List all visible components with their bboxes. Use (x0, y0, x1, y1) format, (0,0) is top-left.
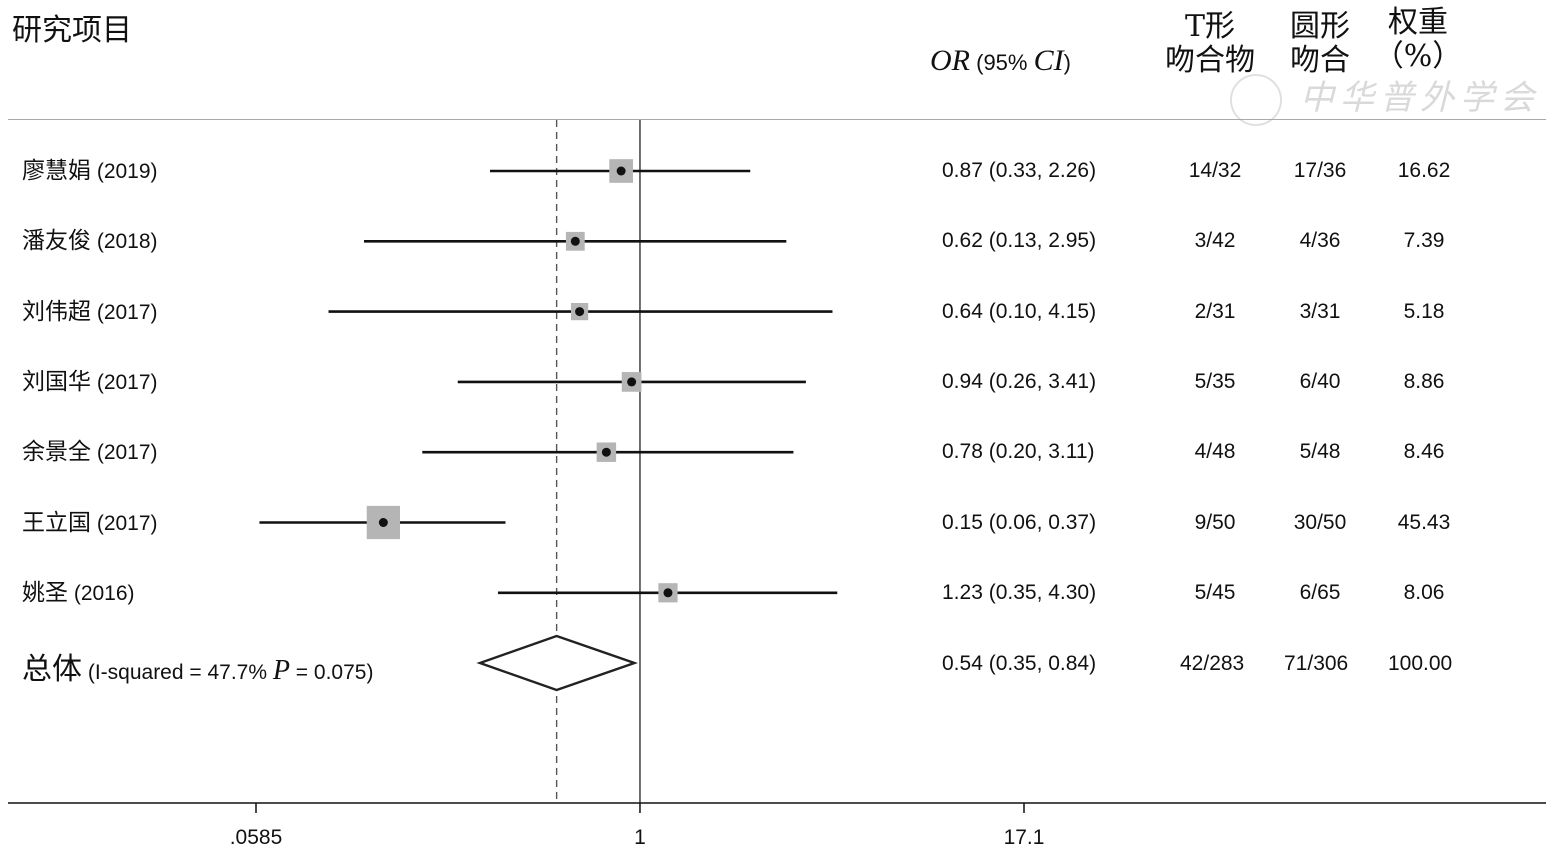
overall-or-ci: 0.54 (0.35, 0.84) (942, 652, 1097, 675)
overall-p-label: P (272, 655, 290, 686)
or-label-main: OR (930, 44, 970, 77)
study-t-count: 5/35 (1194, 369, 1236, 393)
x-tick-label: 17.1 (1003, 826, 1045, 849)
overall-label: 总体 (I-squared = 47.7% P = 0.075) (22, 644, 373, 688)
study-weight: 7.39 (1403, 229, 1445, 253)
overall-diamond (476, 634, 639, 692)
study-or-ci: 0.15 (0.06, 0.37) (942, 510, 1097, 534)
column-header-or: OR (95% CI) (930, 44, 1071, 78)
overall-t-count: 42/283 (1180, 652, 1245, 675)
study-weight: 45.43 (1397, 510, 1451, 534)
study-round-count: 5/48 (1299, 440, 1341, 464)
column-header-round-line1: 圆形 (1290, 9, 1350, 44)
watermark-seal-icon (1230, 74, 1282, 126)
study-label: 余景全 (2017) (22, 440, 158, 465)
overall-round-count: 71/306 (1284, 652, 1349, 675)
x-tick-label: .0585 (229, 826, 283, 849)
study-name: 王立国 (22, 509, 91, 536)
column-header-t-line1: T形 (1150, 10, 1270, 44)
study-round-count: 6/65 (1299, 580, 1341, 604)
study-name: 刘国华 (22, 368, 91, 395)
column-header-t-line2: 吻合物 (1165, 43, 1255, 78)
study-name: 廖慧娟 (22, 158, 91, 184)
point-estimate (627, 377, 637, 387)
study-year: (2019) (91, 160, 158, 183)
study-weight: 16.62 (1397, 159, 1451, 182)
study-label: 潘友俊 (2018) (22, 229, 158, 254)
study-round-count: 3/31 (1299, 299, 1341, 323)
study-year: (2017) (91, 300, 158, 324)
study-year: (2017) (91, 511, 158, 535)
t-line1-text: T形 (1184, 9, 1235, 44)
or-label-ci: CI (1033, 44, 1064, 77)
study-name: 余景全 (22, 439, 91, 466)
study-weight: 8.86 (1403, 369, 1445, 393)
or-label-end: ) (1063, 50, 1071, 75)
column-header-round-line2: 吻合 (1290, 43, 1350, 78)
study-t-count: 9/50 (1194, 510, 1236, 534)
study-weight: 8.06 (1403, 580, 1445, 604)
study-round-count: 4/36 (1299, 229, 1341, 253)
study-round-count: 17/36 (1293, 159, 1347, 182)
header-divider (8, 119, 1546, 120)
study-year: (2017) (91, 370, 158, 394)
study-t-count: 3/42 (1194, 229, 1236, 253)
study-weight: 5.18 (1403, 299, 1445, 323)
watermark: 中华普外学会 (1300, 78, 1540, 118)
study-year: (2016) (68, 581, 135, 605)
overall-isq: (I-squared = 47.7% (82, 661, 273, 684)
study-label: 王立国 (2017) (22, 511, 158, 536)
point-estimate (575, 307, 585, 317)
study-year: (2017) (91, 441, 158, 465)
study-weight: 8.46 (1403, 440, 1445, 464)
study-year: (2018) (91, 230, 158, 254)
column-header-study: 研究项目 (12, 13, 132, 48)
study-t-count: 5/45 (1194, 580, 1236, 604)
point-estimate (378, 518, 388, 527)
overall-weight: 100.00 (1388, 652, 1453, 675)
study-name: 潘友俊 (22, 228, 91, 255)
study-or-ci: 0.87 (0.33, 2.26) (942, 159, 1097, 182)
study-label: 廖慧娟 (2019) (22, 159, 158, 184)
point-estimate (601, 447, 611, 457)
study-t-count: 2/31 (1194, 299, 1236, 323)
study-t-count: 4/48 (1194, 440, 1236, 464)
point-estimate (663, 588, 673, 598)
study-label: 刘国华 (2017) (22, 370, 158, 395)
study-round-count: 6/40 (1299, 369, 1341, 393)
column-header-round: 圆形 吻合 (1270, 10, 1370, 78)
study-t-count: 14/32 (1188, 159, 1242, 182)
x-tick-label: 1 (634, 826, 646, 849)
point-estimate (570, 236, 580, 246)
or-label-mid: (95% (970, 50, 1034, 75)
overall-p-value: = 0.075) (289, 661, 374, 684)
study-name: 姚圣 (22, 579, 68, 606)
study-or-ci: 0.94 (0.26, 3.41) (942, 369, 1097, 393)
study-round-count: 30/50 (1293, 510, 1347, 534)
study-or-ci: 1.23 (0.35, 4.30) (942, 580, 1097, 604)
study-label: 姚圣 (2016) (22, 581, 135, 606)
point-estimate (616, 166, 626, 176)
column-header-weight: 权重 （%） (1368, 6, 1468, 74)
study-or-ci: 0.64 (0.10, 4.15) (942, 299, 1097, 323)
study-name: 刘伟超 (22, 298, 91, 325)
column-header-weight-line1: 权重 (1388, 5, 1448, 40)
study-or-ci: 0.62 (0.13, 2.95) (942, 229, 1097, 253)
column-header-t: T形 吻合物 (1150, 10, 1270, 78)
column-header-weight-line2: （%） (1373, 39, 1463, 74)
study-label: 刘伟超 (2017) (22, 300, 158, 325)
overall-title: 总体 (22, 652, 82, 687)
study-or-ci: 0.78 (0.20, 3.11) (942, 440, 1095, 464)
